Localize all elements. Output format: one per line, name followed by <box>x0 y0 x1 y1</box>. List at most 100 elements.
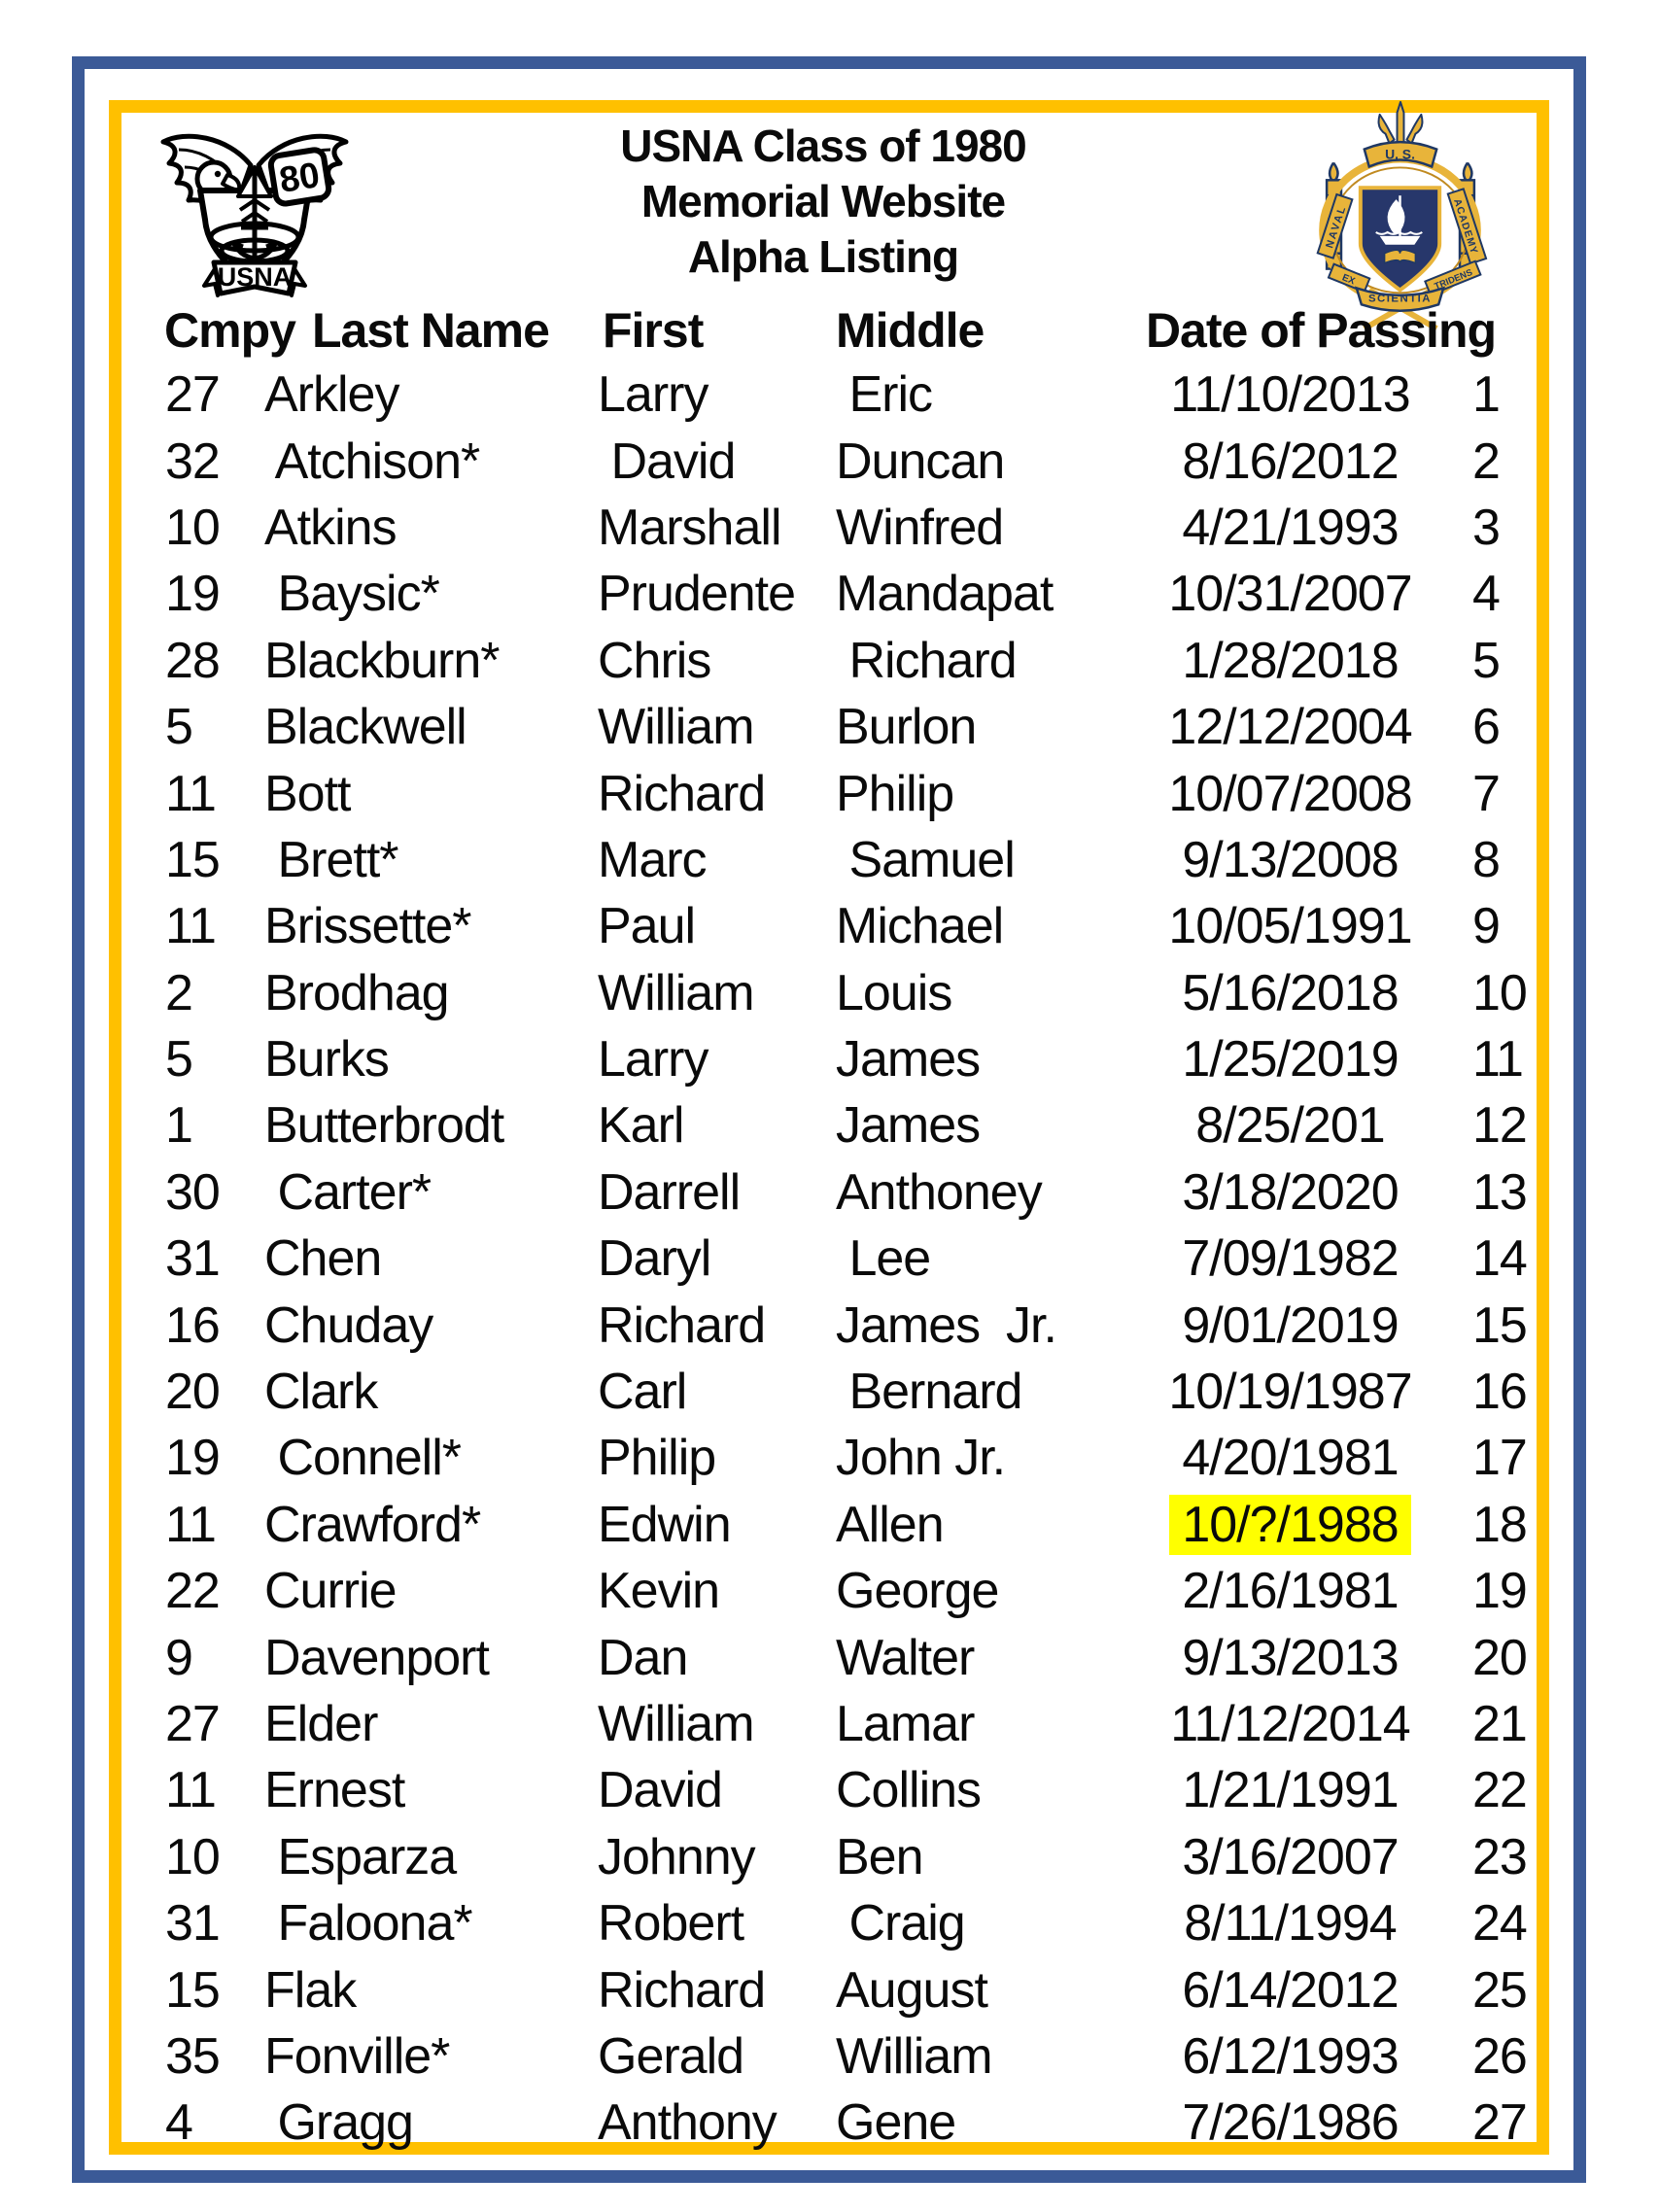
last-name-cell: Esparza <box>264 1828 457 1885</box>
company-cell: 22 <box>165 1563 221 1620</box>
first-name-cell: Richard <box>598 1961 766 2019</box>
first-name-cell: William <box>598 1696 755 1752</box>
last-name-cell: Ernest <box>264 1762 405 1819</box>
table-row: 11 Ernest David Collins 1/21/1991 22 <box>122 1757 1536 1823</box>
title-line-1: USNA Class of 1980 <box>620 121 1026 171</box>
seal-ex-ribbon-text: EX <box>1340 272 1357 287</box>
middle-name-cell: Eric <box>836 366 933 424</box>
date-value: 10/19/1987 <box>1168 1364 1412 1421</box>
row-number-cell: 25 <box>1472 1961 1528 2019</box>
date-cell: 11/12/2014 <box>1030 1695 1467 1753</box>
date-cell: 10/05/1991 <box>1030 897 1467 955</box>
date-value: 1/25/2019 <box>1182 1031 1399 1089</box>
middle-name-cell: Michael <box>836 898 1004 955</box>
first-name-cell: Carl <box>598 1364 687 1421</box>
date-cell: 7/09/1982 <box>1030 1229 1467 1288</box>
first-name-cell: Robert <box>598 1895 744 1953</box>
company-cell: 9 <box>165 1629 193 1686</box>
row-number-cell: 5 <box>1472 632 1501 689</box>
row-number-cell: 23 <box>1472 1828 1528 1885</box>
table-row: 15 Brett* Marc Samuel 9/13/2008 8 <box>122 827 1536 893</box>
table-row: 10 Atkins Marshall Winfred 4/21/1993 3 <box>122 495 1536 561</box>
middle-name-cell: Gene <box>836 2094 956 2152</box>
date-value: 10/05/1991 <box>1168 898 1412 955</box>
date-value: 8/11/1994 <box>1184 1895 1397 1953</box>
first-name-cell: Larry <box>598 366 709 424</box>
middle-name-cell: Collins <box>836 1762 982 1819</box>
middle-name-cell: Winfred <box>836 499 1004 556</box>
row-number-cell: 8 <box>1472 831 1501 888</box>
date-value: 11/12/2014 <box>1170 1696 1410 1752</box>
date-value: 7/26/1986 <box>1182 2094 1399 2152</box>
table-row: 16 Chuday Richard James Jr. 9/01/2019 15 <box>122 1292 1536 1358</box>
row-number-cell: 9 <box>1472 898 1501 955</box>
company-cell: 10 <box>165 1828 221 1885</box>
company-cell: 4 <box>165 2094 193 2152</box>
last-name-cell: Atchison* <box>264 432 481 490</box>
first-name-cell: Richard <box>598 1296 766 1354</box>
first-name-cell: William <box>598 964 755 1021</box>
company-cell: 27 <box>165 366 221 424</box>
company-cell: 10 <box>165 499 221 556</box>
row-number-cell: 24 <box>1472 1895 1528 1953</box>
date-value: 6/12/1993 <box>1182 2027 1399 2085</box>
table-row: 11 Crawford* Edwin Allen 10/?/1988 18 <box>122 1492 1536 1558</box>
usna-seal-icon: U. S. NAVAL ACADEMY <box>1316 100 1488 331</box>
outer-blue-border <box>72 56 1586 2183</box>
date-value: 10/07/2008 <box>1168 765 1412 822</box>
last-name-cell: Brodhag <box>264 964 450 1021</box>
row-number-cell: 1 <box>1472 366 1501 424</box>
date-value: 9/01/2019 <box>1182 1296 1399 1354</box>
last-name-cell: Carter* <box>264 1163 432 1221</box>
middle-name-cell: Richard <box>836 632 1017 689</box>
last-name-cell: Crawford* <box>264 1496 481 1553</box>
company-cell: 5 <box>165 1031 193 1089</box>
table-row: 22 Currie Kevin George 2/16/1981 19 <box>122 1558 1536 1624</box>
table-row: 27 Arkley Larry Eric 11/10/2013 1 <box>122 362 1536 428</box>
seal-us-banner-text: U. S. <box>1385 147 1415 162</box>
table-row: 31 Chen Daryl Lee 7/09/1982 14 <box>122 1226 1536 1292</box>
company-cell: 5 <box>165 699 193 756</box>
middle-name-cell: August <box>836 1961 988 2019</box>
middle-name-cell: William <box>836 2027 993 2085</box>
date-value: 11/10/2013 <box>1170 366 1410 424</box>
last-name-cell: Bott <box>264 765 352 822</box>
date-value: 9/13/2013 <box>1182 1629 1399 1686</box>
date-value: 1/21/1991 <box>1182 1762 1399 1819</box>
row-number-cell: 7 <box>1472 765 1501 822</box>
first-name-cell: Richard <box>598 765 766 822</box>
middle-name-cell: Mandapat <box>836 566 1054 623</box>
row-number-cell: 2 <box>1472 432 1501 490</box>
table-row: 19 Baysic* Prudente Mandapat 10/31/2007 … <box>122 561 1536 627</box>
table-row: 4 Gragg Anthony Gene 7/26/1986 27 <box>122 2090 1536 2156</box>
middle-name-cell: James <box>836 1031 981 1089</box>
table-row: 11 Brissette* Paul Michael 10/05/1991 9 <box>122 893 1536 959</box>
title-line-2: Memorial Website <box>640 176 1006 226</box>
date-cell: 8/25/201 <box>1030 1096 1467 1155</box>
row-number-cell: 27 <box>1472 2094 1528 2152</box>
middle-name-cell: Philip <box>836 765 954 822</box>
date-value: 2/16/1981 <box>1182 1563 1399 1620</box>
row-number-cell: 11 <box>1472 1031 1524 1089</box>
company-cell: 16 <box>165 1296 221 1354</box>
first-name-cell: David <box>598 1762 723 1819</box>
company-cell: 1 <box>165 1097 193 1155</box>
company-cell: 15 <box>165 1961 221 2019</box>
company-cell: 19 <box>165 566 221 623</box>
date-cell: 10/31/2007 <box>1030 565 1467 623</box>
first-name-cell: Kevin <box>598 1563 720 1620</box>
row-number-cell: 26 <box>1472 2027 1528 2085</box>
date-cell: 4/21/1993 <box>1030 499 1467 557</box>
seal-scientia-banner-text: SCIENTIA <box>1368 293 1432 304</box>
last-name-cell: Chen <box>264 1230 382 1288</box>
first-name-cell: Chris <box>598 632 711 689</box>
first-name-cell: Prudente <box>598 566 796 623</box>
date-cell: 9/13/2013 <box>1030 1629 1467 1687</box>
first-name-cell: Paul <box>598 898 696 955</box>
column-header-date: Date of Passing <box>1145 303 1497 358</box>
middle-name-cell: Ben <box>836 1828 924 1885</box>
company-cell: 15 <box>165 831 221 888</box>
date-value: 10/31/2007 <box>1168 566 1412 623</box>
middle-name-cell: John Jr. <box>836 1430 1006 1487</box>
last-name-cell: Gragg <box>264 2094 414 2152</box>
